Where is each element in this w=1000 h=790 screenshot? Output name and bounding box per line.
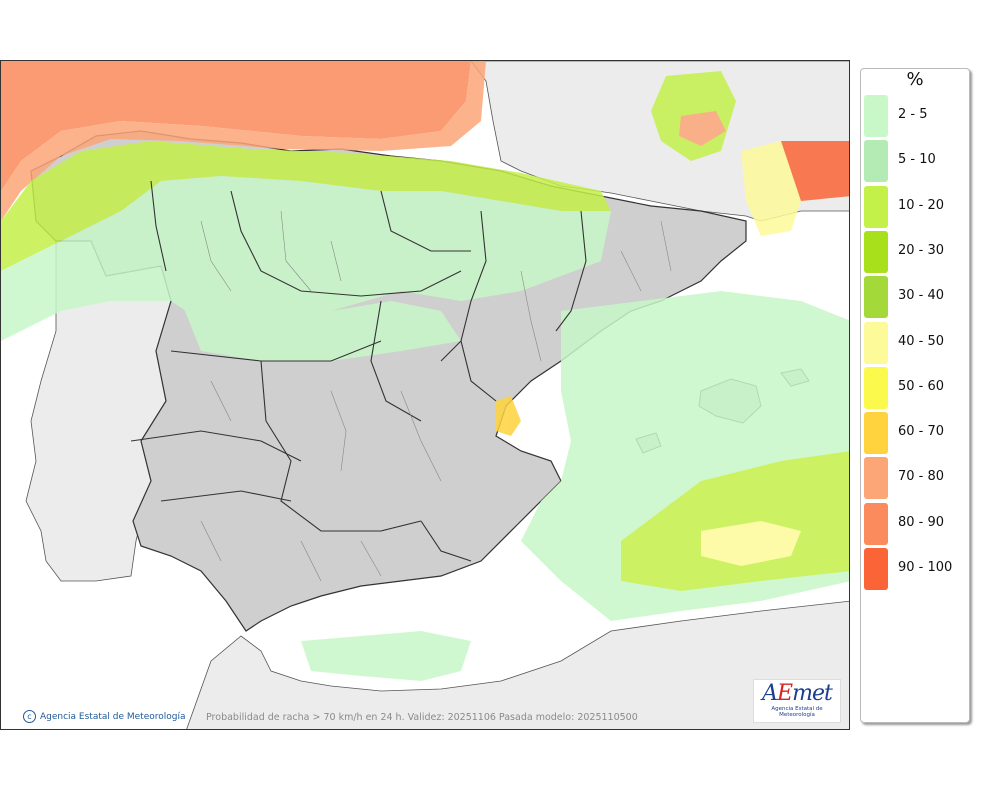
- legend-item: 70 - 80: [864, 457, 968, 500]
- agency-credit: c Agencia Estatal de Meteorología: [23, 710, 186, 723]
- legend-item: 2 - 5: [864, 95, 968, 137]
- south-balearic-yellow: [701, 521, 801, 566]
- gulf-of-lion-yellow: [741, 141, 801, 236]
- legend-swatch: [864, 321, 888, 364]
- legend-swatch: [864, 502, 888, 545]
- alboran-green: [301, 631, 471, 681]
- legend-label: 2 - 5: [898, 107, 928, 122]
- province-borders: [200, 210, 672, 582]
- map-canvas: [1, 61, 849, 729]
- legend-swatch: [864, 457, 888, 500]
- map-caption: Probabilidad de racha > 70 km/h en 24 h.…: [206, 712, 638, 723]
- aemet-logo-subtitle: Agencia Estatal de Meteorología: [771, 706, 823, 718]
- legend-label: 70 - 80: [898, 469, 945, 485]
- africa-land: [186, 600, 849, 729]
- legend-label: 50 - 60: [898, 378, 945, 394]
- central-green: [181, 301, 461, 361]
- legend-label: 20 - 30: [898, 242, 945, 258]
- legend-unit: %: [906, 69, 924, 90]
- legend-swatch: [864, 366, 888, 409]
- legend-label: 5 - 10: [898, 152, 936, 168]
- legend-item: 60 - 70: [864, 412, 968, 455]
- legend-item: 80 - 90: [864, 502, 968, 545]
- legend-item: 50 - 60: [864, 366, 968, 409]
- legend-item: 20 - 30: [864, 230, 968, 273]
- legend-label: 60 - 70: [898, 424, 945, 440]
- legend-panel: % 2 - 5 5 - 10 10 - 20 20 - 30 30 - 40 40 - 5…: [860, 68, 970, 723]
- agency-credit-text: Agencia Estatal de Meteorología: [40, 712, 186, 722]
- region-borders: [130, 180, 587, 562]
- legend-item: 90 - 100: [864, 548, 968, 590]
- south-balearic-green: [621, 451, 849, 591]
- corsica-cloud-core: [679, 111, 726, 146]
- copyright-icon: c: [23, 710, 36, 723]
- legend-label: 90 - 100: [898, 560, 953, 575]
- legend-item: 5 - 10: [864, 140, 968, 183]
- probability-field: [1, 61, 849, 681]
- legend-item: 30 - 40: [864, 276, 968, 319]
- legend-item: 40 - 50: [864, 321, 968, 364]
- legend-label: 30 - 40: [898, 288, 945, 304]
- legend-label: 80 - 90: [898, 514, 945, 530]
- bay-of-biscay-high-prob: [1, 61, 471, 191]
- valencia-spot: [496, 396, 521, 436]
- aemet-logo-word: AEmet: [762, 681, 833, 706]
- legend-swatch: [864, 548, 888, 590]
- north-coast-green: [1, 141, 611, 271]
- legend-label: 40 - 50: [898, 333, 945, 349]
- legend-item: 10 - 20: [864, 185, 968, 228]
- legend-swatch: [864, 185, 888, 228]
- legend-swatch: [864, 412, 888, 455]
- north-light-green: [1, 176, 611, 341]
- aemet-logo: AEmet Agencia Estatal de Meteorología: [753, 679, 841, 723]
- forecast-map: c Agencia Estatal de Meteorología Probabi…: [0, 60, 850, 730]
- legend-swatch: [864, 95, 888, 137]
- legend-swatch: [864, 140, 888, 183]
- bay-of-biscay-mid-prob: [1, 61, 486, 221]
- legend-swatch: [864, 230, 888, 273]
- legend-swatch: [864, 276, 888, 319]
- legend-label: 10 - 20: [898, 197, 945, 213]
